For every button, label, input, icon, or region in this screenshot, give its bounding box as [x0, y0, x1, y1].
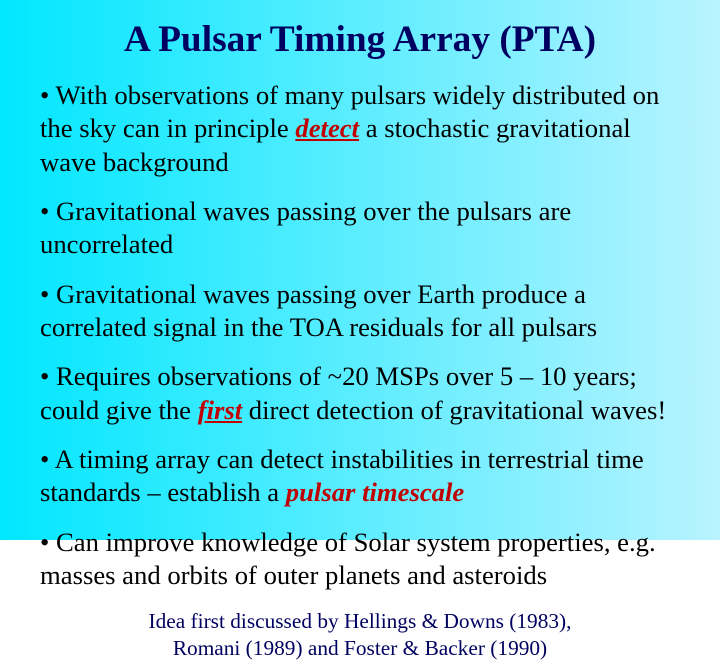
bullet-5: • A timing array can detect instabilitie…: [40, 443, 680, 510]
bullet-6: • Can improve knowledge of Solar system …: [40, 526, 680, 593]
bullet-5-em: pulsar timescale: [286, 477, 464, 507]
footer-line-2: Romani (1989) and Foster & Backer (1990): [40, 635, 680, 662]
footer-line-1: Idea first discussed by Hellings & Downs…: [40, 608, 680, 635]
bullet-3-pre: • Gravitational waves passing over Earth…: [40, 279, 597, 342]
footer-citation: Idea first discussed by Hellings & Downs…: [40, 608, 680, 661]
bullet-4-post: direct detection of gravitational waves!: [242, 395, 666, 425]
bullet-3: • Gravitational waves passing over Earth…: [40, 278, 680, 345]
bullet-2-pre: • Gravitational waves passing over the p…: [40, 196, 571, 259]
bullet-1: • With observations of many pulsars wide…: [40, 79, 680, 179]
slide: A Pulsar Timing Array (PTA) • With obser…: [0, 0, 720, 540]
bullet-4-em: first: [198, 395, 242, 425]
bullet-2: • Gravitational waves passing over the p…: [40, 195, 680, 262]
bullet-4: • Requires observations of ~20 MSPs over…: [40, 360, 680, 427]
bullet-1-em: detect: [295, 113, 359, 143]
bullet-6-pre: • Can improve knowledge of Solar system …: [40, 527, 656, 590]
slide-title: A Pulsar Timing Array (PTA): [40, 18, 680, 61]
